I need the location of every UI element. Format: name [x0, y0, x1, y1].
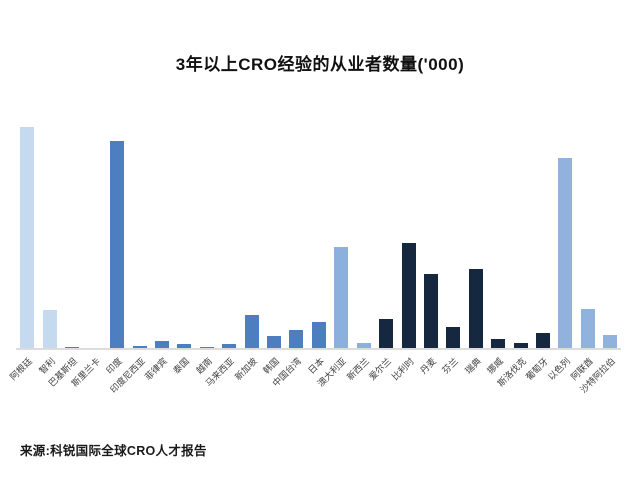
bar	[536, 332, 551, 349]
x-axis-label: 泰国	[171, 356, 192, 376]
bar	[379, 319, 394, 349]
bar	[334, 247, 349, 349]
x-axis-label: 新西兰	[344, 356, 371, 383]
x-axis-label: 阿根廷	[8, 356, 35, 383]
x-axis-label: 比利时	[389, 356, 416, 383]
x-axis-label: 新加坡	[232, 356, 259, 383]
bar	[222, 343, 237, 349]
bar	[199, 346, 214, 349]
bar	[177, 344, 192, 349]
bar	[401, 242, 416, 349]
x-axis-label: 爱尔兰	[367, 356, 394, 383]
bar	[42, 310, 57, 349]
x-axis-label: 以色列	[546, 356, 573, 383]
x-axis-label: 丹麦	[418, 356, 439, 376]
bar	[491, 338, 506, 349]
bar	[446, 327, 461, 349]
bar	[356, 343, 371, 349]
bar	[468, 269, 483, 349]
bar	[20, 127, 35, 349]
x-axis-label: 瑞典	[463, 356, 483, 376]
bar	[311, 321, 326, 349]
bar	[132, 346, 147, 349]
bar	[289, 330, 304, 349]
bar	[423, 273, 438, 349]
bar	[154, 340, 169, 349]
chart-title: 3年以上CRO经验的从业者数量('000)	[175, 55, 465, 74]
bar	[558, 157, 573, 349]
bar	[603, 335, 618, 349]
bar	[110, 141, 125, 349]
source-note: 来源:科锐国际全球CRO人才报告	[20, 444, 207, 458]
bar	[267, 335, 282, 349]
x-axis-label: 芬兰	[440, 356, 461, 376]
x-axis-label: 葡萄牙	[523, 356, 551, 383]
bar	[513, 343, 528, 349]
x-axis-label: 菲律宾	[142, 356, 170, 383]
x-axis-label: 印度	[104, 356, 125, 376]
bar	[580, 309, 595, 349]
bar	[244, 314, 259, 349]
x-axis-line	[16, 348, 621, 350]
